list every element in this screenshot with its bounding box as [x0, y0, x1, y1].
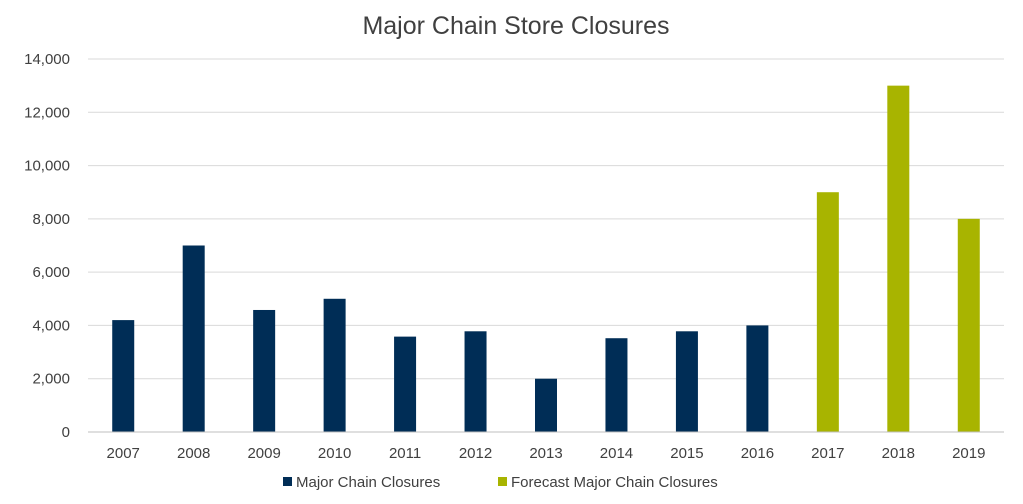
legend-swatch: [283, 477, 292, 486]
y-tick-label: 4,000: [32, 317, 70, 334]
y-tick-label: 6,000: [32, 264, 70, 281]
x-tick-label: 2008: [177, 445, 210, 462]
bar-2009: [253, 309, 276, 432]
x-tick-label: 2019: [952, 445, 985, 462]
y-tick-label: 8,000: [32, 211, 70, 228]
y-tick-label: 10,000: [24, 158, 70, 175]
x-tick-label: 2017: [811, 445, 844, 462]
bar-2016: [746, 325, 769, 432]
bars: [112, 85, 980, 433]
bar-2008: [182, 245, 205, 432]
bar-2015: [675, 331, 698, 432]
legend-swatch: [498, 477, 507, 486]
y-axis-ticks: 0 2,000 4,000 6,000 8,000 10,000 12,000 14,000: [24, 51, 70, 441]
bar-2019: [957, 218, 980, 432]
x-tick-label: 2012: [459, 445, 492, 462]
bar-2013: [535, 378, 557, 432]
x-tick-label: 2010: [318, 445, 351, 462]
y-tick-label: 0: [62, 424, 70, 441]
bar-2011: [394, 336, 417, 432]
x-axis-ticks: 2007 2008 2009 2010 2011 2012 2013 2014 2015 2016…: [107, 445, 986, 462]
bar-2010: [323, 298, 346, 432]
x-tick-label: 2007: [107, 445, 140, 462]
x-tick-label: 2014: [600, 445, 633, 462]
x-tick-label: 2009: [247, 445, 280, 462]
x-tick-label: 2018: [882, 445, 915, 462]
bar-2007: [112, 320, 135, 432]
y-tick-label: 2,000: [32, 371, 70, 388]
bar-2017: [816, 192, 839, 432]
x-tick-label: 2015: [670, 445, 703, 462]
y-tick-label: 14,000: [24, 51, 70, 68]
x-tick-label: 2016: [741, 445, 774, 462]
bar-2014: [605, 338, 628, 432]
legend: Major Chain Closures Forecast Major Chain…: [283, 474, 718, 491]
gridlines: [88, 58, 1004, 380]
chart-title: Major Chain Store Closures: [362, 12, 669, 40]
x-tick-label: 2011: [389, 445, 421, 462]
bar-2018: [887, 85, 910, 433]
legend-label: Major Chain Closures: [296, 474, 440, 491]
legend-label: Forecast Major Chain Closures: [511, 474, 718, 491]
y-tick-label: 12,000: [24, 104, 70, 121]
x-tick-label: 2013: [529, 445, 562, 462]
bar-2012: [464, 331, 487, 432]
